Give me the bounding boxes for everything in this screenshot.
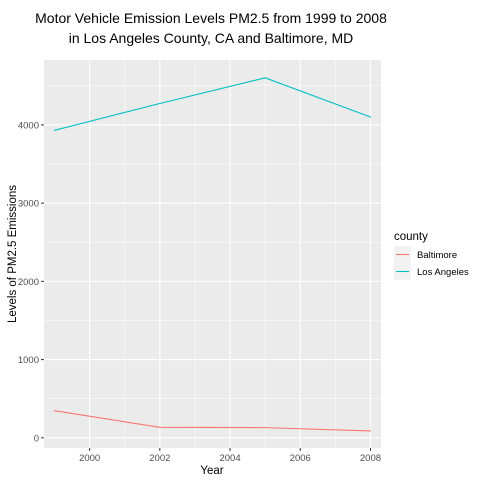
y-tick-label: 0 bbox=[34, 433, 39, 444]
series-lines bbox=[53, 77, 372, 432]
data-point-baltimore bbox=[159, 426, 161, 428]
y-tick-label: 1000 bbox=[18, 355, 39, 366]
data-point-los-angeles bbox=[369, 116, 372, 118]
x-axis: 2000 2002 2004 2006 2008 bbox=[79, 448, 381, 464]
data-point-baltimore bbox=[264, 427, 266, 429]
y-axis-title: Levels of PM2.5 Emissions bbox=[7, 185, 19, 323]
x-tick-label: 2008 bbox=[360, 453, 381, 464]
series-line-los-angeles bbox=[54, 77, 371, 131]
x-axis-title: Year bbox=[200, 465, 223, 477]
y-tick-label: 3000 bbox=[18, 199, 39, 210]
legend: county Baltimore Los Angeles bbox=[394, 231, 469, 280]
legend-title: county bbox=[394, 231, 428, 243]
grid-major bbox=[44, 60, 381, 448]
legend-label: Los Angeles bbox=[417, 267, 469, 278]
y-tick-label: 2000 bbox=[18, 277, 39, 288]
legend-label: Baltimore bbox=[417, 250, 457, 261]
series-line-baltimore bbox=[54, 410, 371, 432]
x-tick-label: 2004 bbox=[219, 453, 240, 464]
x-tick-label: 2002 bbox=[149, 453, 170, 464]
x-tick-label: 2000 bbox=[79, 453, 100, 464]
data-point-los-angeles bbox=[159, 102, 161, 105]
chart-title-line-1: Motor Vehicle Emission Levels PM2.5 from… bbox=[35, 10, 387, 26]
data-point-baltimore bbox=[369, 430, 372, 432]
data-point-baltimore bbox=[53, 410, 56, 412]
data-point-los-angeles bbox=[53, 129, 56, 131]
x-tick-label: 2006 bbox=[290, 453, 311, 464]
y-tick-label: 4000 bbox=[18, 120, 39, 131]
data-point-los-angeles bbox=[264, 77, 266, 79]
plot-panel bbox=[44, 60, 381, 448]
chart-title-line-2: in Los Angeles County, CA and Baltimore,… bbox=[69, 30, 354, 46]
y-axis: 0 1000 2000 3000 4000 bbox=[18, 120, 44, 444]
